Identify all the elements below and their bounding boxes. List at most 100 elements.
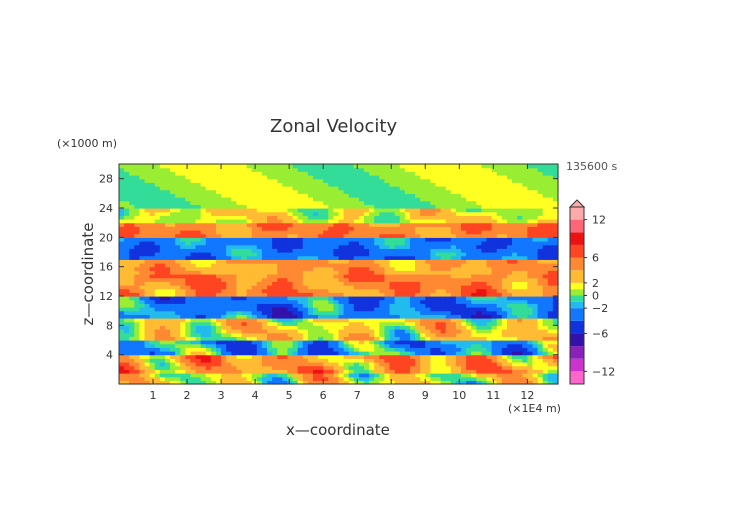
field-cell: [241, 288, 248, 293]
field-cell: [496, 252, 503, 257]
field-cell: [532, 237, 539, 242]
field-cell: [195, 281, 202, 286]
field-cell: [532, 296, 539, 301]
field-cell: [221, 354, 227, 359]
field-cell: [195, 314, 202, 319]
field-cell: [384, 266, 391, 271]
field-cell: [312, 178, 319, 183]
field-cell: [420, 340, 426, 345]
field-cell: [272, 365, 278, 370]
field-cell: [506, 288, 513, 293]
field-cell: [246, 208, 253, 213]
field-cell: [399, 182, 406, 187]
field-cell: [159, 211, 166, 216]
field-cell: [404, 211, 411, 216]
field-cell: [236, 299, 243, 304]
field-cell: [399, 321, 406, 326]
field-cell: [328, 266, 334, 271]
field-cell: [496, 182, 503, 187]
field-cell: [333, 211, 340, 216]
field-cell: [215, 270, 222, 275]
field-cell: [297, 270, 304, 275]
field-cell: [318, 211, 324, 216]
field-cell: [364, 329, 370, 334]
field-cell: [333, 226, 340, 231]
field-cell: [277, 197, 283, 202]
field-cell: [420, 252, 426, 257]
field-cell: [537, 204, 544, 209]
field-cell: [476, 332, 483, 337]
field-cell: [292, 277, 299, 282]
field-cell: [129, 314, 135, 319]
field-cell: [486, 175, 493, 180]
field-cell: [170, 219, 176, 224]
field-cell: [430, 197, 437, 202]
field-cell: [164, 296, 171, 301]
field-cell: [517, 252, 523, 257]
field-cell: [185, 226, 192, 231]
field-cell: [139, 186, 146, 191]
field-cell: [124, 343, 130, 348]
field-cell: [190, 332, 197, 337]
field-cell: [215, 164, 222, 169]
field-cell: [440, 219, 447, 224]
field-cell: [236, 200, 243, 205]
field-cell: [358, 171, 365, 176]
field-cell: [119, 244, 125, 249]
field-cell: [369, 332, 375, 337]
field-cell: [394, 314, 401, 319]
field-cell: [430, 307, 437, 312]
field-cell: [180, 233, 186, 238]
field-cell: [338, 314, 345, 319]
field-cell: [215, 252, 222, 257]
field-cell: [251, 336, 258, 341]
field-cell: [522, 303, 528, 308]
field-cell: [328, 314, 334, 319]
field-cell: [124, 332, 130, 337]
field-cell: [369, 178, 375, 183]
field-cell: [348, 171, 355, 176]
field-cell: [231, 340, 237, 345]
field-cell: [292, 376, 299, 381]
field-cell: [409, 222, 416, 227]
field-cell: [420, 219, 426, 224]
field-cell: [318, 219, 324, 224]
field-cell: [129, 164, 135, 169]
field-cell: [496, 343, 503, 348]
field-cell: [512, 299, 518, 304]
field-cell: [379, 318, 386, 323]
field-cell: [532, 274, 539, 279]
field-cell: [154, 248, 161, 253]
field-cell: [323, 237, 329, 242]
field-cell: [358, 325, 365, 330]
field-cell: [185, 248, 192, 253]
field-cell: [440, 299, 447, 304]
field-cell: [471, 380, 477, 385]
field-cell: [384, 241, 391, 246]
field-cell: [149, 200, 156, 205]
field-cell: [404, 329, 411, 334]
field-cell: [522, 310, 528, 315]
field-cell: [348, 274, 355, 279]
field-cell: [190, 296, 197, 301]
field-cell: [384, 164, 391, 169]
field-cell: [272, 285, 278, 290]
field-cell: [144, 248, 151, 253]
field-cell: [139, 340, 146, 345]
field-cell: [170, 208, 176, 213]
field-cell: [399, 274, 406, 279]
field-cell: [246, 175, 253, 180]
field-cell: [517, 270, 523, 275]
field-cell: [241, 365, 248, 370]
field-cell: [175, 336, 181, 341]
field-cell: [506, 233, 513, 238]
field-cell: [527, 266, 534, 271]
field-cell: [532, 285, 539, 290]
field-cell: [256, 362, 263, 367]
field-cell: [210, 197, 217, 202]
field-cell: [267, 193, 273, 198]
field-cell: [323, 230, 329, 235]
field-cell: [272, 336, 278, 341]
field-cell: [210, 255, 217, 260]
field-cell: [139, 314, 146, 319]
